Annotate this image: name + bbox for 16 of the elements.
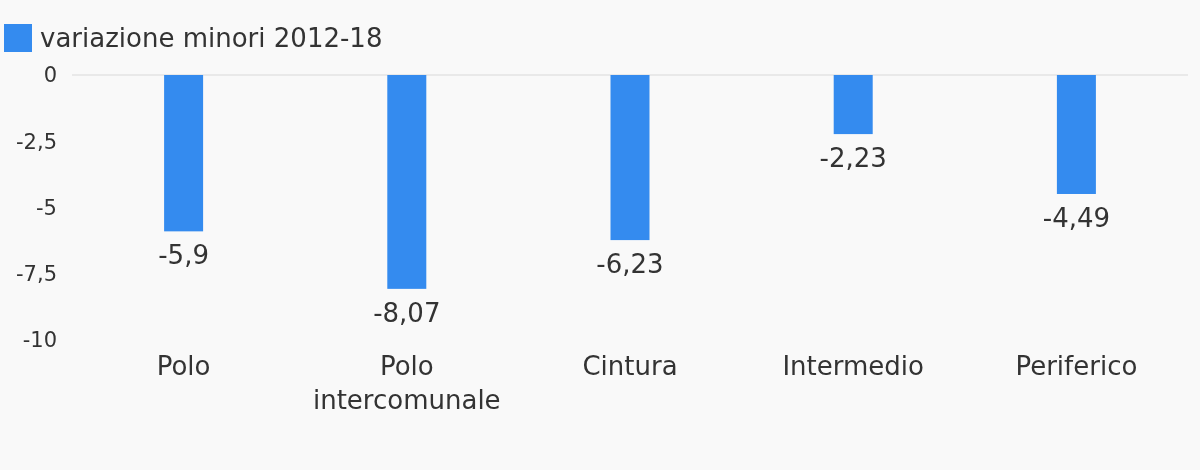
- y-tick-label: -10: [22, 328, 57, 353]
- x-tick-label: Polo intercomunale: [312, 351, 501, 415]
- y-tick-label: -5: [36, 195, 57, 220]
- x-tick-label: Periferico: [1015, 351, 1138, 381]
- y-tick-label: -7,5: [16, 262, 57, 287]
- data-label: -8,07: [373, 297, 441, 328]
- legend-label: variazione minori 2012-18: [40, 23, 383, 54]
- data-label: -2,23: [819, 143, 887, 174]
- x-tick-label: Intermedio: [782, 351, 924, 381]
- y-tick-label: -2,5: [16, 129, 57, 154]
- data-label: -5,9: [158, 240, 209, 271]
- data-label: -6,23: [596, 249, 664, 280]
- data-label: -4,49: [1042, 202, 1111, 233]
- x-tick-label: Cintura: [582, 351, 678, 381]
- y-tick-label: 0: [43, 63, 57, 88]
- x-tick-label: Polo: [156, 351, 211, 381]
